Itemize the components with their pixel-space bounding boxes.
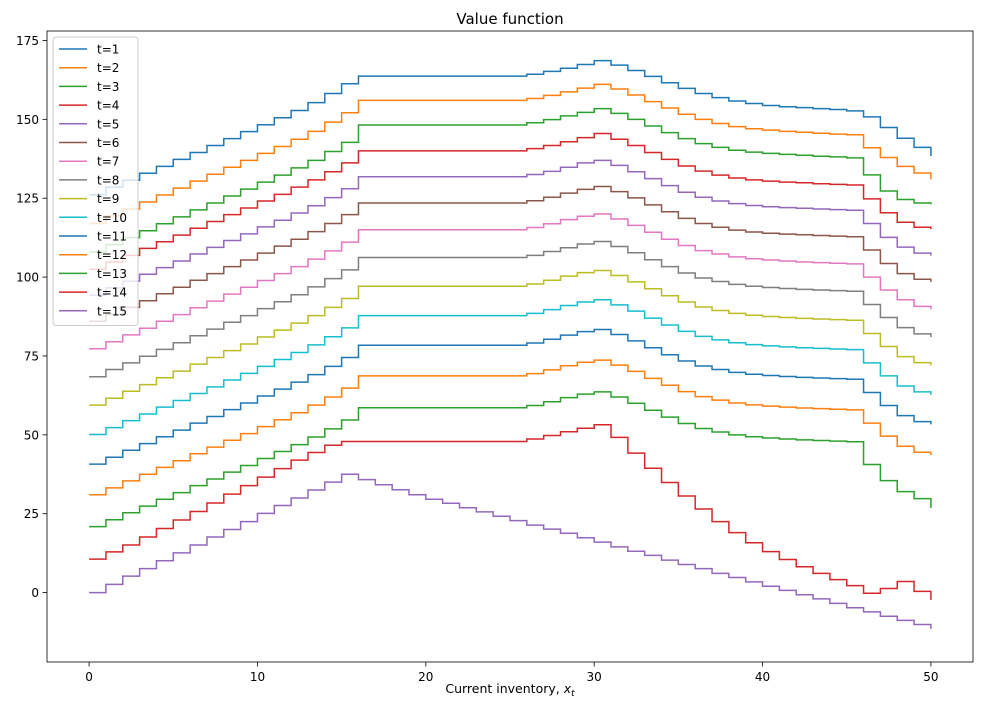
legend-entry: t=14 xyxy=(97,286,127,300)
series-line-t-12 xyxy=(89,359,932,496)
x-axis-label-subscript: t xyxy=(571,689,575,699)
legend-entry: t=12 xyxy=(97,248,127,262)
series-line-t-10 xyxy=(89,299,932,436)
x-tick-label: 40 xyxy=(755,670,770,684)
x-axis-label: Current inventory, xt xyxy=(445,681,575,699)
legend-entry: t=2 xyxy=(97,61,119,75)
x-tick-label: 30 xyxy=(587,670,602,684)
x-axis-label-text: Current inventory, xyxy=(445,681,563,696)
series-line-t-5 xyxy=(89,159,932,296)
legend: t=1 t=2 t=3 t=4 t=5 t=6 t=7 t=8 t=9 t=10 t=11 t=12 t… xyxy=(52,36,139,326)
y-tick-label: 25 xyxy=(24,507,39,521)
series-line-t-2 xyxy=(89,83,932,225)
y-tick-label: 75 xyxy=(24,349,39,363)
series-line-t-11 xyxy=(89,328,932,465)
legend-entry: t=8 xyxy=(97,173,119,187)
y-tick-label: 50 xyxy=(24,428,39,442)
plot-area xyxy=(89,59,932,629)
series-line-t-9 xyxy=(89,269,932,406)
series-line-t-14 xyxy=(89,423,932,600)
series-line-t-3 xyxy=(89,107,932,253)
series-line-t-4 xyxy=(89,132,932,270)
x-tick-label: 0 xyxy=(85,670,93,684)
axes: 0 10 20 30 40 50 0 25 50 75 100 125 150 175 xyxy=(16,30,974,684)
y-tick-label: 0 xyxy=(31,586,39,600)
series-line-t-13 xyxy=(89,391,932,528)
legend-entry: t=3 xyxy=(97,80,119,94)
legend-box xyxy=(52,36,139,326)
legend-entry: t=11 xyxy=(97,230,127,244)
x-tick-label: 20 xyxy=(418,670,433,684)
series-line-t-7 xyxy=(89,213,932,350)
legend-entry: t=7 xyxy=(97,155,119,169)
legend-entry: t=4 xyxy=(97,99,119,113)
y-tick-label: 150 xyxy=(16,113,39,127)
legend-entry: t=9 xyxy=(97,192,119,206)
series-line-t-1 xyxy=(89,59,932,196)
y-tick-label: 175 xyxy=(16,34,39,48)
legend-entry: t=15 xyxy=(97,304,127,318)
legend-entry: t=1 xyxy=(97,43,119,57)
axes-frame xyxy=(46,30,974,663)
legend-entry: t=13 xyxy=(97,267,127,281)
series-line-t-15 xyxy=(89,473,932,629)
x-tick-label: 50 xyxy=(923,670,938,684)
series-line-t-6 xyxy=(89,185,932,323)
legend-entry: t=6 xyxy=(97,136,119,150)
x-tick-label: 10 xyxy=(250,670,265,684)
legend-entry: t=5 xyxy=(97,117,119,131)
legend-entry: t=10 xyxy=(97,211,127,225)
y-tick-label: 125 xyxy=(16,192,39,206)
chart-title: Value function xyxy=(456,10,563,28)
series-line-t-8 xyxy=(89,240,932,378)
x-axis-label-symbol: x xyxy=(563,681,572,696)
y-tick-label: 100 xyxy=(16,271,39,285)
